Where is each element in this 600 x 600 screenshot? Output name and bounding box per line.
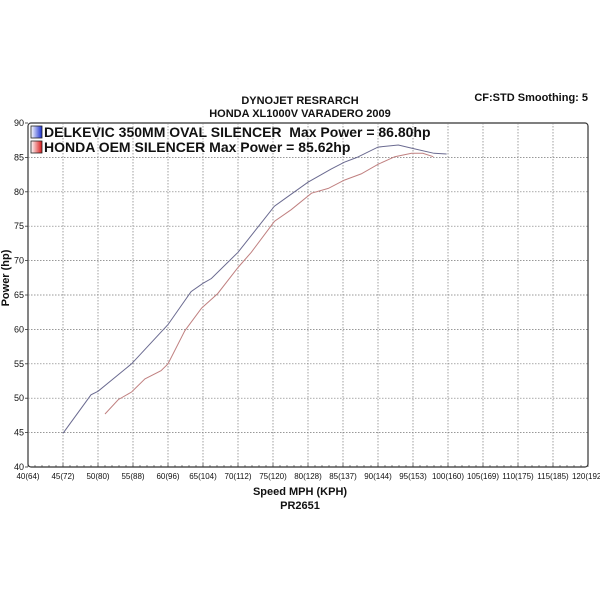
y-tick-label: 75 [14, 221, 24, 231]
y-axis-label: Power (hp) [0, 249, 12, 306]
y-tick-label: 50 [14, 393, 24, 403]
corner-note: CF:STD Smoothing: 5 [474, 92, 588, 104]
x-tick-label: 95(153) [399, 472, 427, 481]
series-line-honda [104, 152, 434, 415]
x-tick-label: 55(88) [121, 472, 144, 481]
x-tick-label: 90(144) [364, 472, 392, 481]
x-tick-label: 110(175) [502, 472, 534, 481]
legend-swatch-honda [30, 140, 43, 154]
x-tick-label: 70(112) [225, 472, 252, 481]
legend-entry-delkevic: DELKEVIC 350MM OVAL SILENCER Max Power =… [44, 124, 431, 140]
legend: DELKEVIC 350MM OVAL SILENCER Max Power =… [30, 124, 431, 155]
x-tick-label: 105(169) [467, 472, 499, 481]
y-tick-label: 85 [14, 152, 24, 162]
x-tick-label: 115(185) [537, 472, 569, 481]
x-tick-label: 50(80) [86, 472, 109, 481]
chart-title: DYNOJET RESRARCH [241, 95, 358, 107]
legend-entry-honda: HONDA OEM SILENCER Max Power = 85.62hp [44, 139, 350, 155]
x-tick-label: 85(137) [329, 472, 357, 481]
x-tick-label: 60(96) [156, 472, 179, 481]
x-tick-label: 120(192) [572, 472, 600, 481]
y-tick-label: 90 [14, 118, 24, 128]
x-tick-label: 75(120) [259, 472, 287, 481]
x-tick-label: 40(64) [16, 472, 39, 481]
chart-subtitle: HONDA XL1000V VARADERO 2009 [209, 108, 391, 120]
legend-swatch-delkevic [30, 125, 43, 139]
y-tick-label: 55 [14, 359, 24, 369]
series-line-delkevic [62, 144, 447, 434]
x-axis-label: Speed MPH (KPH) [253, 486, 347, 498]
x-tick-label: 65(104) [189, 472, 217, 481]
footer-label: PR2651 [280, 500, 320, 512]
y-tick-label: 40 [14, 462, 24, 472]
y-tick-label: 60 [14, 324, 24, 334]
x-tick-label: 45(72) [51, 472, 74, 481]
y-tick-label: 65 [14, 290, 24, 300]
x-tick-label: 80(128) [294, 472, 322, 481]
x-tick-label: 100(160) [432, 472, 464, 481]
y-tick-label: 80 [14, 187, 24, 197]
y-tick-label: 45 [14, 428, 24, 438]
y-tick-label: 70 [14, 256, 24, 266]
